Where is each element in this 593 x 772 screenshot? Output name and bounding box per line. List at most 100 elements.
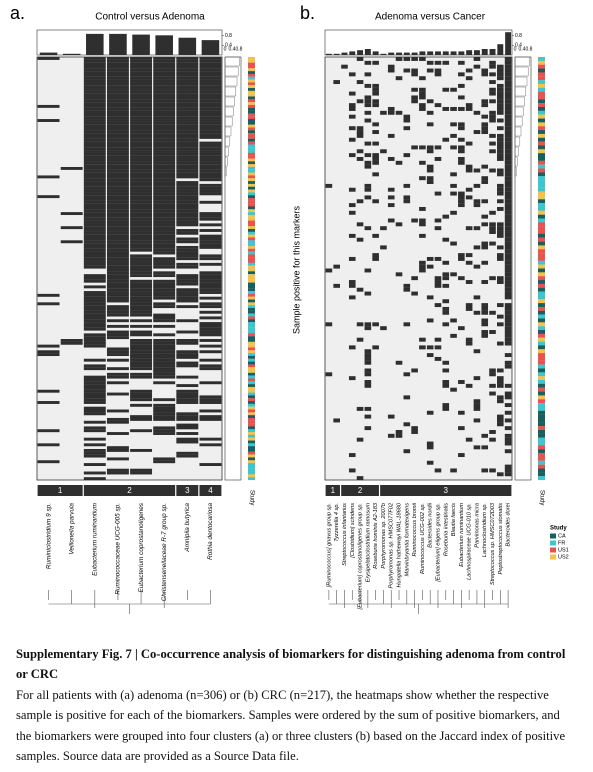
heatmap-cell xyxy=(176,133,199,137)
heatmap-cell xyxy=(130,135,153,139)
heatmap-cell xyxy=(83,189,106,193)
heatmap-cell xyxy=(473,130,481,135)
panel-label: b. xyxy=(300,3,315,23)
heatmap-cell xyxy=(176,169,199,173)
heatmap-cell xyxy=(199,124,222,128)
top-bar xyxy=(357,50,364,55)
heatmap-cell xyxy=(450,210,457,215)
heatmap-cell xyxy=(356,437,364,442)
heatmap-cell xyxy=(504,203,512,208)
heatmap-cell xyxy=(153,90,176,94)
cluster-bar xyxy=(199,485,222,496)
heatmap-cell xyxy=(380,245,387,250)
heatmap-cell xyxy=(403,395,411,400)
heatmap-cell xyxy=(387,110,395,115)
heatmap-cell xyxy=(130,403,153,407)
heatmap-cell xyxy=(199,82,222,86)
heatmap-cell xyxy=(481,114,489,119)
heatmap-cell xyxy=(83,302,106,306)
heatmap-cell xyxy=(426,122,434,127)
heatmap-cell xyxy=(199,296,222,300)
heatmap-cell xyxy=(199,237,222,241)
heatmap-cell xyxy=(481,72,489,77)
heatmap-cell xyxy=(83,133,106,137)
study-cell xyxy=(248,110,255,114)
study-cell xyxy=(248,305,255,309)
study-cell xyxy=(248,220,255,224)
heatmap-cell xyxy=(364,160,372,165)
study-cell xyxy=(538,437,545,442)
heatmap-cell xyxy=(83,451,106,455)
heatmap-cell xyxy=(83,158,106,162)
heatmap-cell xyxy=(176,189,199,193)
heatmap-cell xyxy=(434,72,442,77)
heatmap-cell xyxy=(83,319,106,323)
study-cell xyxy=(248,474,255,478)
heatmap-cell xyxy=(199,443,222,447)
heatmap-cell xyxy=(130,364,153,368)
heatmap-cell xyxy=(356,149,364,154)
study-cell xyxy=(538,364,545,369)
heatmap-cell xyxy=(176,90,199,94)
heatmap-cell xyxy=(153,245,176,249)
heatmap-cell xyxy=(83,375,106,379)
study-cell xyxy=(248,158,255,162)
heatmap-cell xyxy=(426,410,434,415)
heatmap-cell xyxy=(106,183,129,187)
heatmap-cell xyxy=(106,305,129,309)
heatmap-cell xyxy=(153,68,176,72)
heatmap-cell xyxy=(83,429,106,433)
heatmap-cell xyxy=(364,322,372,327)
marker-name: Lachnoclostridium sp. xyxy=(482,503,488,557)
study-cell xyxy=(538,199,545,204)
heatmap-cell xyxy=(364,153,372,158)
heatmap-cell xyxy=(130,310,153,314)
heatmap-cell xyxy=(497,83,504,88)
heatmap-cell xyxy=(504,330,512,334)
heatmap-cell xyxy=(199,217,222,221)
heatmap-cell xyxy=(83,412,106,416)
heatmap-cell xyxy=(481,164,489,169)
heatmap-cell xyxy=(426,264,434,269)
heatmap-cell xyxy=(450,183,457,188)
heatmap-cell xyxy=(83,220,106,224)
heatmap-cell xyxy=(106,158,129,162)
heatmap-cell xyxy=(176,437,199,441)
heatmap-cell xyxy=(106,448,129,452)
heatmap-cell xyxy=(489,391,496,396)
heatmap-cell xyxy=(356,337,364,342)
heatmap-cell xyxy=(199,107,222,111)
heatmap-cell xyxy=(83,322,106,325)
heatmap-cell xyxy=(199,291,222,294)
heatmap-cell xyxy=(504,295,512,300)
heatmap-cell xyxy=(130,152,153,156)
heatmap-cell xyxy=(176,152,199,156)
study-cell xyxy=(248,440,255,444)
heatmap-cell xyxy=(481,122,489,127)
heatmap-cell xyxy=(504,172,512,177)
study-cell xyxy=(248,381,255,385)
study-cell xyxy=(248,454,255,458)
heatmap-cell xyxy=(458,199,465,204)
heatmap-cell xyxy=(504,68,512,73)
heatmap-cell xyxy=(434,103,442,108)
heatmap-cell xyxy=(372,91,379,96)
heatmap-cell xyxy=(153,96,176,100)
heatmap-cell xyxy=(473,168,481,173)
heatmap-cell xyxy=(106,214,129,218)
heatmap-cell xyxy=(411,68,418,73)
heatmap-cell xyxy=(153,57,176,60)
heatmap-cell xyxy=(176,181,199,184)
study-cell xyxy=(538,130,545,135)
heatmap-cell xyxy=(153,457,176,461)
study-cell xyxy=(248,265,255,269)
heatmap-cell xyxy=(83,313,106,317)
study-cell xyxy=(248,71,255,75)
heatmap-cell xyxy=(106,420,129,424)
study-cell xyxy=(538,464,545,469)
heatmap-cell xyxy=(176,412,199,416)
heatmap-cell xyxy=(130,415,153,419)
heatmap-cell xyxy=(450,122,457,127)
heatmap-cell xyxy=(130,240,153,244)
top-bar xyxy=(349,51,356,55)
